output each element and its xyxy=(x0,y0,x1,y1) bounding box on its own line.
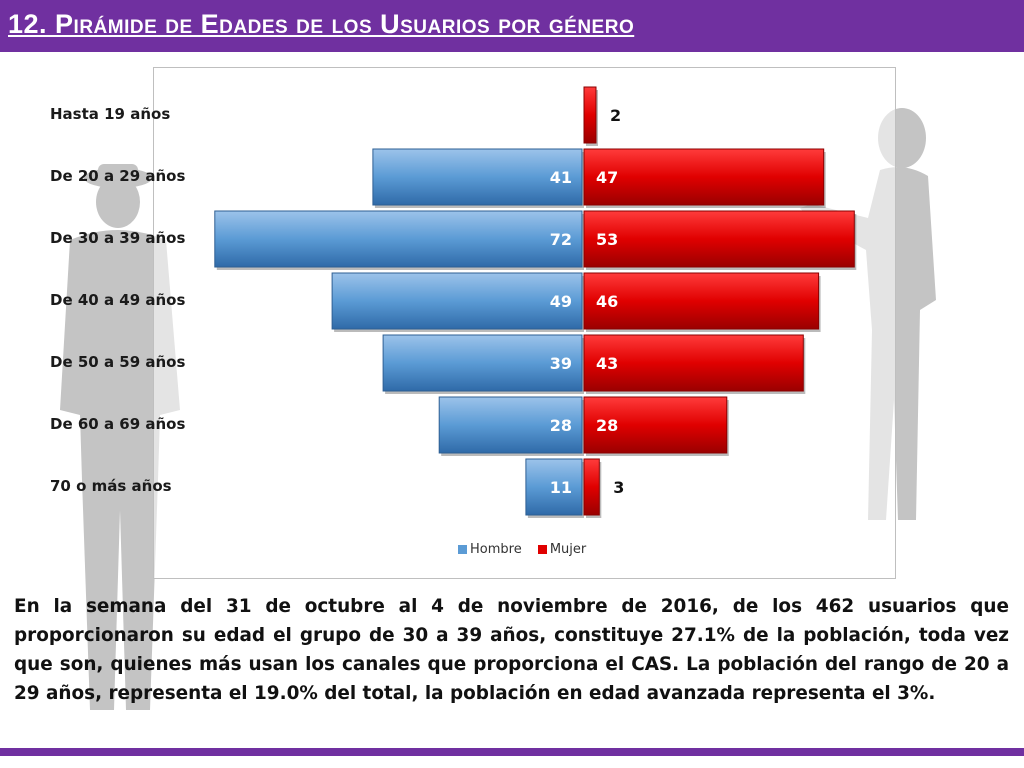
bar-mujer xyxy=(583,210,855,268)
category-label: De 20 a 29 años xyxy=(50,167,186,185)
bar-hombre xyxy=(382,334,583,392)
data-label-mujer: 43 xyxy=(596,354,618,373)
category-label: Hasta 19 años xyxy=(50,105,171,123)
category-label: De 30 a 39 años xyxy=(50,229,186,247)
man-silhouette-icon xyxy=(60,164,180,710)
legend-label-hombre: Hombre xyxy=(470,542,522,557)
data-label-mujer: 46 xyxy=(596,292,618,311)
footer-bar xyxy=(0,748,1024,756)
bar-mujer xyxy=(583,396,728,454)
summary-paragraph: En la semana del 31 de octubre al 4 de n… xyxy=(14,596,1009,704)
legend-item-mujer: Mujer xyxy=(537,542,587,557)
data-label-mujer: 2 xyxy=(610,106,621,125)
bar-hombre xyxy=(525,458,583,516)
bar-mujer xyxy=(583,86,597,144)
page-title: 12. Pirámide de Edades de los Usuarios p… xyxy=(8,9,635,39)
data-label-mujer: 47 xyxy=(596,168,618,187)
data-label-hombre: 41 xyxy=(550,168,572,187)
bar-mujer xyxy=(583,334,804,392)
bar-mujer xyxy=(583,458,600,516)
bar-hombre xyxy=(372,148,583,206)
bar-mujer xyxy=(583,148,825,206)
data-label-hombre: 72 xyxy=(550,230,572,249)
legend-swatch-hombre xyxy=(458,545,467,554)
data-label-hombre: 49 xyxy=(550,292,572,311)
data-label-hombre: 39 xyxy=(550,354,572,373)
category-label: De 60 a 69 años xyxy=(50,415,186,433)
data-label-mujer: 53 xyxy=(596,230,618,249)
data-label-hombre: 28 xyxy=(550,416,572,435)
legend-label-mujer: Mujer xyxy=(549,542,587,557)
legend-swatch-mujer xyxy=(537,545,547,554)
bar-hombre xyxy=(331,272,583,330)
category-label: 70 o más años xyxy=(50,477,172,495)
bar-hombre xyxy=(438,396,583,454)
category-label: De 50 a 59 años xyxy=(50,353,186,371)
chart-legend: Hombre Mujer xyxy=(458,542,598,557)
legend-item-hombre: Hombre xyxy=(458,542,522,557)
data-label-mujer: 28 xyxy=(596,416,618,435)
bar-hombre xyxy=(214,210,583,268)
data-label-mujer: 3 xyxy=(613,478,624,497)
bar-mujer xyxy=(583,272,820,330)
data-label-hombre: 11 xyxy=(550,478,572,497)
category-label: De 40 a 49 años xyxy=(50,291,186,309)
title-bar: 12. Pirámide de Edades de los Usuarios p… xyxy=(0,0,1024,52)
